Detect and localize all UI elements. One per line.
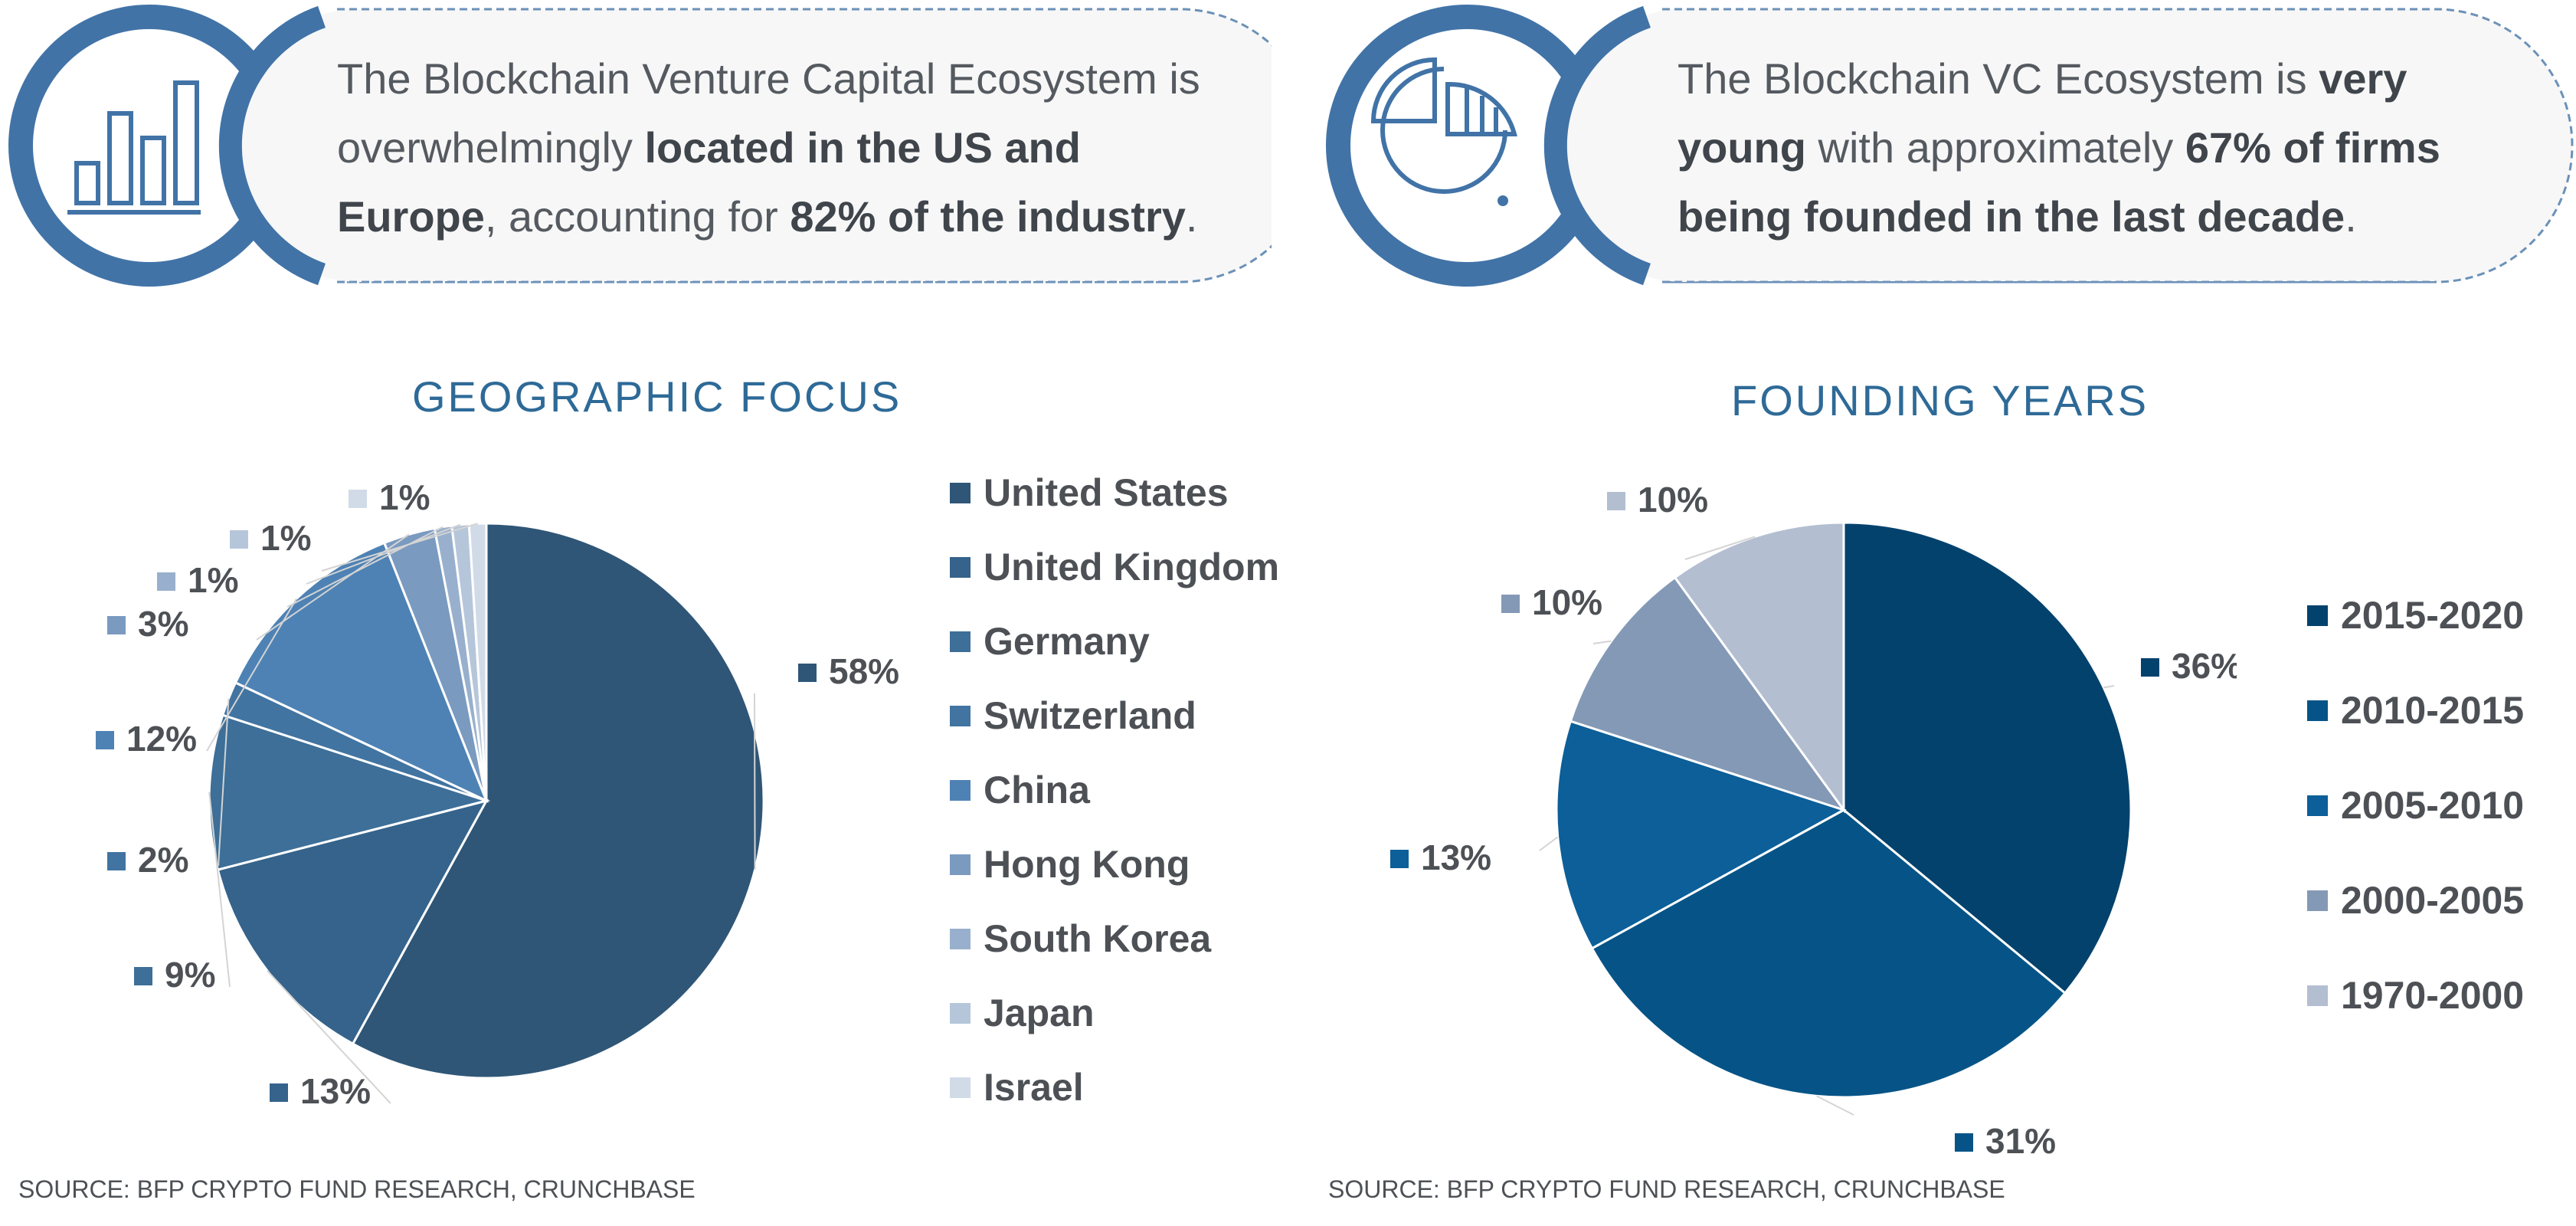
legend-label: 2005-2010: [2341, 784, 2525, 827]
leader-line: [1816, 1095, 1854, 1116]
pie-slice-2000-2005: [1569, 575, 1847, 812]
pie-chart-icon: [1370, 57, 1517, 206]
leader-line: [1539, 836, 1559, 851]
legend-swatch: [950, 1077, 971, 1098]
pie-slice-2015-2020: [1842, 521, 2132, 995]
data-label-2000-2005: 10%: [1532, 582, 1602, 622]
data-label-united-states: 58%: [829, 651, 899, 691]
leader-line: [208, 792, 231, 988]
data-label-south-korea: 1%: [188, 560, 238, 600]
legend-swatch: [2307, 890, 2328, 911]
legend-swatch: [950, 929, 971, 949]
pie-slice-israel: [467, 522, 488, 801]
legend-label: Germany: [984, 620, 1150, 663]
pie-slice-1970-2000: [1673, 521, 1845, 814]
legend-label: 2015-2020: [2341, 594, 2525, 637]
callout-text-founding: The Blockchain VC Ecosystem is very youn…: [1678, 54, 2440, 241]
legend-label: 2000-2005: [2341, 879, 2525, 922]
legend-label: South Korea: [984, 917, 1212, 960]
leader-line: [206, 598, 298, 752]
leader-line: [1684, 536, 1756, 560]
bar-chart-icon: [67, 80, 201, 215]
legend-label: Israel: [984, 1066, 1084, 1109]
legend-label: China: [984, 769, 1090, 811]
leader-line: [1592, 640, 1612, 644]
data-label-japan: 1%: [260, 518, 311, 558]
leader-line: [218, 698, 230, 867]
leader-line: [306, 523, 461, 585]
data-label-swatch: [107, 616, 126, 634]
legend-swatch: [2307, 605, 2328, 626]
legend-swatch: [950, 557, 971, 578]
data-label-2005-2010: 13%: [1421, 838, 1491, 877]
data-label-1970-2000: 10%: [1638, 480, 1708, 520]
source-note-left: SOURCE: BFP CRYPTO FUND RESEARCH, CRUNCH…: [18, 1175, 696, 1203]
source-note-right: SOURCE: BFP CRYPTO FUND RESEARCH, CRUNCH…: [1328, 1175, 2005, 1203]
data-label-swatch: [1607, 492, 1625, 510]
data-label-swatch: [798, 664, 817, 682]
callout-geography: The Blockchain Venture Capital Ecosystem…: [0, 0, 1272, 306]
callout-frame: [1326, 5, 2574, 287]
data-label-swatch: [134, 967, 152, 985]
data-label-swatch: [96, 731, 114, 749]
legend-swatch: [2307, 985, 2328, 1006]
legend-label: 2010-2015: [2341, 689, 2525, 732]
chart-title-geographic: GEOGRAPHIC FOCUS: [412, 372, 902, 421]
legend-swatch: [950, 483, 971, 503]
legend-swatch: [950, 854, 971, 875]
data-label-swatch: [270, 1083, 288, 1102]
leader-line: [754, 693, 756, 870]
data-label-swatch: [107, 852, 126, 870]
data-label-2010-2015: 31%: [1985, 1121, 2056, 1161]
data-label-swatch: [157, 572, 175, 591]
legend-swatch: [950, 1003, 971, 1024]
legend-swatch: [2307, 700, 2328, 721]
pie-slice-china: [234, 541, 489, 803]
data-label-germany: 9%: [165, 955, 215, 995]
data-label-united-kingdom: 13%: [300, 1071, 371, 1111]
data-label-china: 12%: [126, 719, 197, 759]
legend-label: United Kingdom: [984, 546, 1280, 588]
data-label-hong-kong: 3%: [138, 604, 188, 644]
data-label-switzerland: 2%: [138, 840, 188, 880]
legend-swatch: [950, 706, 971, 726]
legend-label: United States: [984, 471, 1229, 514]
legend-swatch: [950, 780, 971, 801]
callout-founding: The Blockchain VC Ecosystem is very youn…: [1317, 0, 2576, 306]
legend-label: Hong Kong: [984, 843, 1190, 886]
data-label-swatch: [1390, 850, 1409, 868]
legend-swatch: [2307, 795, 2328, 816]
callout-frame: [8, 5, 1272, 287]
leader-line: [267, 970, 391, 1104]
data-label-swatch: [2141, 658, 2159, 677]
data-label-swatch: [1955, 1133, 1973, 1152]
callout-text-geography: The Blockchain Venture Capital Ecosystem…: [337, 54, 1200, 241]
pie-chart-geographic: 58%13%9%2%12%3%1%1%1%: [96, 477, 899, 1111]
data-label-israel: 1%: [379, 477, 430, 517]
pie-slice-2010-2015: [1590, 808, 2067, 1099]
leader-line: [286, 526, 444, 608]
legend-label: 1970-2000: [2341, 974, 2525, 1017]
legend-label: Switzerland: [984, 694, 1196, 737]
pie-chart-founding: 36% 31% 13% 10% 10%: [1390, 480, 2237, 1161]
data-label-swatch: [230, 530, 248, 549]
data-label-swatch: [1501, 595, 1520, 613]
leader-line: [321, 523, 478, 572]
legend-label: Japan: [984, 992, 1095, 1034]
data-label-swatch: [349, 490, 367, 508]
chart-title-founding: FOUNDING YEARS: [1731, 376, 2149, 425]
pie-slice-united-states: [351, 522, 765, 1080]
legend-swatch: [950, 631, 971, 652]
pie-slice-2005-2010: [1555, 720, 1847, 950]
data-label-2015-2020: 36%: [2172, 646, 2237, 686]
leader-line: [2103, 685, 2115, 689]
